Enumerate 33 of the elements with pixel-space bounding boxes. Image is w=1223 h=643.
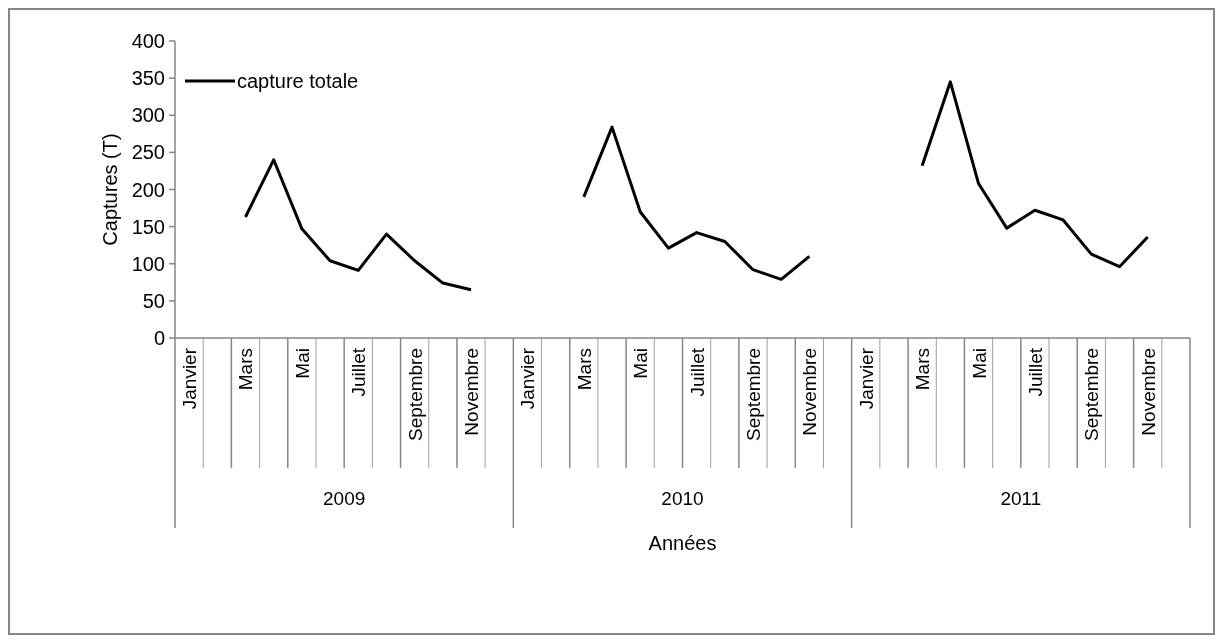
- x-tick-label: Janvier: [517, 347, 539, 410]
- y-tick-label: 200: [131, 178, 165, 201]
- x-tick-label: Mai: [291, 348, 313, 379]
- y-tick-label: 350: [131, 67, 165, 90]
- x-tick-label: Septembre: [742, 348, 764, 441]
- x-tick-label: Septembre: [404, 348, 426, 441]
- x-tick-label: Mars: [573, 348, 595, 391]
- y-tick-label: 100: [131, 252, 165, 275]
- x-tick-label: Mai: [630, 348, 652, 379]
- legend-label: capture totale: [237, 70, 359, 92]
- x-tick-label: Juillet: [348, 347, 370, 397]
- y-tick-label: 250: [131, 141, 165, 164]
- x-tick-label: Juillet: [686, 347, 708, 397]
- y-tick-label: 400: [131, 30, 165, 52]
- x-tick-label: Juillet: [1024, 347, 1046, 397]
- x-axis-title: Années: [648, 532, 717, 554]
- y-tick-label: 300: [131, 104, 165, 127]
- x-tick-label: Septembre: [1081, 348, 1103, 441]
- x-tick-label: Janvier: [179, 347, 201, 410]
- x-tick-label: Mai: [968, 348, 990, 379]
- x-tick-label: Mars: [235, 348, 257, 391]
- x-tick-label: Janvier: [855, 347, 877, 410]
- x-tick-label: Novembre: [799, 348, 821, 436]
- y-tick-label: 0: [153, 327, 165, 349]
- text: 2010: [661, 488, 704, 509]
- y-tick-label: 50: [142, 289, 165, 312]
- x-tick-label: Novembre: [461, 348, 483, 436]
- text: 2011: [1000, 488, 1042, 509]
- y-tick-label: 150: [131, 215, 165, 238]
- x-tick-label: Mars: [912, 348, 934, 391]
- y-axis-title: Captures (T): [99, 133, 121, 246]
- text: 2009: [323, 488, 366, 509]
- x-tick-label: Novembre: [1137, 348, 1159, 436]
